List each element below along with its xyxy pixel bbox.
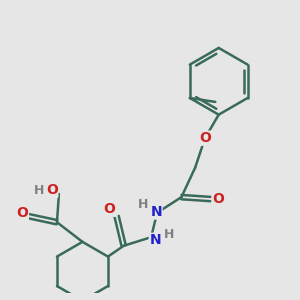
Text: N: N xyxy=(151,205,162,219)
Text: O: O xyxy=(212,192,224,206)
Text: N: N xyxy=(149,233,161,247)
Text: H: H xyxy=(34,184,44,196)
Text: H: H xyxy=(138,199,148,212)
Text: O: O xyxy=(16,206,28,220)
Text: O: O xyxy=(199,131,211,145)
Text: O: O xyxy=(103,202,116,216)
Text: H: H xyxy=(164,227,174,241)
Text: O: O xyxy=(46,183,58,197)
